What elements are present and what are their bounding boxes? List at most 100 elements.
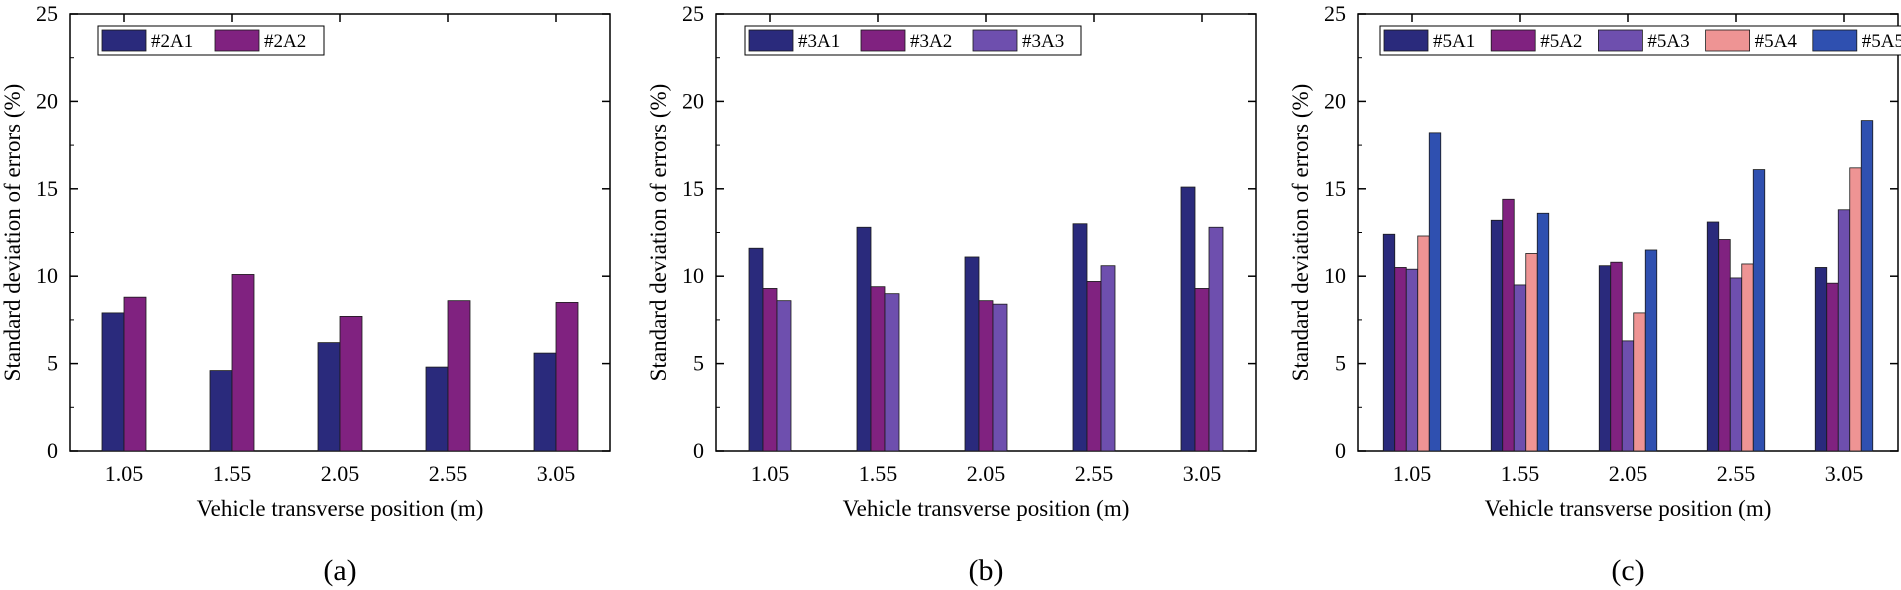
panel-label: (a) <box>323 554 356 587</box>
bar-5A1-1.55 <box>1490 219 1504 452</box>
bar-5A3-2.55 <box>1729 277 1743 452</box>
legend-swatch <box>972 29 1018 52</box>
y-tick-label: 10 <box>682 263 704 288</box>
y-tick-label: 5 <box>693 351 704 376</box>
bar-3A2-1.55 <box>870 286 886 452</box>
x-tick-label: 1.55 <box>859 461 898 486</box>
y-tick-label: 0 <box>693 438 704 463</box>
y-tick-label: 20 <box>682 88 704 113</box>
bar-2A2-2.55 <box>447 300 471 452</box>
x-axis-title: Vehicle transverse position (m) <box>197 496 484 521</box>
bar-2A2-1.55 <box>231 274 255 452</box>
legend-swatch <box>1705 29 1750 52</box>
bar-3A3-1.05 <box>776 300 792 452</box>
y-tick-label: 15 <box>1324 176 1346 201</box>
legend-label: #5A3 <box>1647 31 1689 52</box>
bar-5A5-1.05 <box>1428 132 1442 452</box>
bar-5A2-2.55 <box>1718 239 1731 452</box>
legend-swatch <box>860 29 906 52</box>
bar-3A2-3.05 <box>1194 288 1210 452</box>
bar-5A1-2.05 <box>1598 265 1612 452</box>
legend-swatch <box>101 29 147 52</box>
bar-5A5-3.05 <box>1860 120 1874 452</box>
x-tick-label: 2.05 <box>967 461 1006 486</box>
bar-5A4-2.05 <box>1633 312 1646 452</box>
panel-label: (b) <box>969 554 1004 587</box>
legend-label: #5A5 <box>1862 31 1901 52</box>
x-tick-label: 2.55 <box>429 461 468 486</box>
x-tick-label: 3.05 <box>537 461 576 486</box>
bar-5A4-3.05 <box>1849 167 1862 452</box>
bar-5A1-1.05 <box>1382 233 1396 452</box>
x-tick-label: 1.55 <box>213 461 252 486</box>
x-tick-label: 2.05 <box>1609 461 1648 486</box>
x-tick-label: 1.05 <box>751 461 790 486</box>
bar-2A1-1.05 <box>101 312 125 452</box>
bar-5A3-2.05 <box>1621 340 1635 452</box>
legend-label: #2A1 <box>151 31 193 52</box>
bar-2A2-2.05 <box>339 316 363 452</box>
y-tick-label: 25 <box>682 1 704 26</box>
y-tick-label: 15 <box>36 176 58 201</box>
panel-label: (c) <box>1611 554 1644 587</box>
bar-3A1-2.55 <box>1072 223 1088 452</box>
bar-5A1-2.55 <box>1706 221 1720 452</box>
bar-5A2-1.05 <box>1394 267 1407 452</box>
x-tick-label: 2.55 <box>1717 461 1756 486</box>
y-tick-label: 0 <box>47 438 58 463</box>
x-axis-title: Vehicle transverse position (m) <box>843 496 1130 521</box>
legend-label: #3A1 <box>798 31 840 52</box>
bar-3A3-2.55 <box>1100 265 1116 452</box>
y-axis-title: Standard deviation of errors (%) <box>0 84 25 382</box>
bar-5A3-3.05 <box>1837 209 1851 452</box>
bar-2A2-3.05 <box>555 302 579 452</box>
bar-5A5-2.55 <box>1752 169 1766 452</box>
legend-label: #2A2 <box>264 31 306 52</box>
y-tick-label: 10 <box>1324 263 1346 288</box>
y-tick-label: 20 <box>36 88 58 113</box>
y-tick-label: 25 <box>1324 1 1346 26</box>
bar-2A1-2.55 <box>425 366 449 452</box>
legend-swatch <box>1598 29 1643 52</box>
bar-3A2-1.05 <box>762 288 778 452</box>
bar-5A4-1.55 <box>1525 253 1538 452</box>
legend: #5A1 #5A2 #5A3 #5A4 #5A5 <box>1379 25 1901 56</box>
x-tick-label: 1.05 <box>1393 461 1432 486</box>
bar-3A1-1.55 <box>856 226 872 452</box>
bar-2A1-2.05 <box>317 342 341 452</box>
chart-b: 0 5 10 15 20 25 1.05 1.55 2.05 2.55 3.05 Vehicle tr… <box>646 1 1257 587</box>
legend: #3A1 #3A2 #3A3 <box>744 25 1082 56</box>
legend-box <box>744 25 1082 56</box>
bar-2A1-1.55 <box>209 370 233 452</box>
bar-5A2-3.05 <box>1826 282 1839 452</box>
y-tick-label: 10 <box>36 263 58 288</box>
y-tick-label: 20 <box>1324 88 1346 113</box>
bar-3A1-2.05 <box>964 256 980 452</box>
x-tick-label: 2.55 <box>1075 461 1114 486</box>
bar-3A1-1.05 <box>748 247 764 452</box>
bar-3A2-2.05 <box>978 300 994 452</box>
y-axis-title: Standard deviation of errors (%) <box>646 84 671 382</box>
legend-swatch <box>1812 29 1858 52</box>
bar-5A2-1.55 <box>1502 198 1515 452</box>
legend-label: #3A3 <box>1022 31 1064 52</box>
x-tick-label: 3.05 <box>1183 461 1222 486</box>
bar-5A1-3.05 <box>1814 267 1828 452</box>
bar-5A4-1.05 <box>1417 235 1430 452</box>
bar-3A3-2.05 <box>992 303 1008 452</box>
legend-swatch <box>748 29 794 52</box>
bar-5A3-1.55 <box>1513 284 1527 452</box>
legend: #2A1 #2A2 <box>97 25 325 56</box>
legend-label: #5A4 <box>1755 31 1798 52</box>
legend-swatch <box>1383 29 1429 52</box>
x-axis-title: Vehicle transverse position (m) <box>1485 496 1772 521</box>
y-tick-label: 5 <box>47 351 58 376</box>
legend-swatch <box>214 29 260 52</box>
x-tick-label: 2.05 <box>321 461 360 486</box>
y-tick-label: 5 <box>1335 351 1346 376</box>
y-tick-label: 0 <box>1335 438 1346 463</box>
y-tick-label: 25 <box>36 1 58 26</box>
bar-5A2-2.05 <box>1610 261 1623 452</box>
bar-3A2-2.55 <box>1086 281 1102 452</box>
